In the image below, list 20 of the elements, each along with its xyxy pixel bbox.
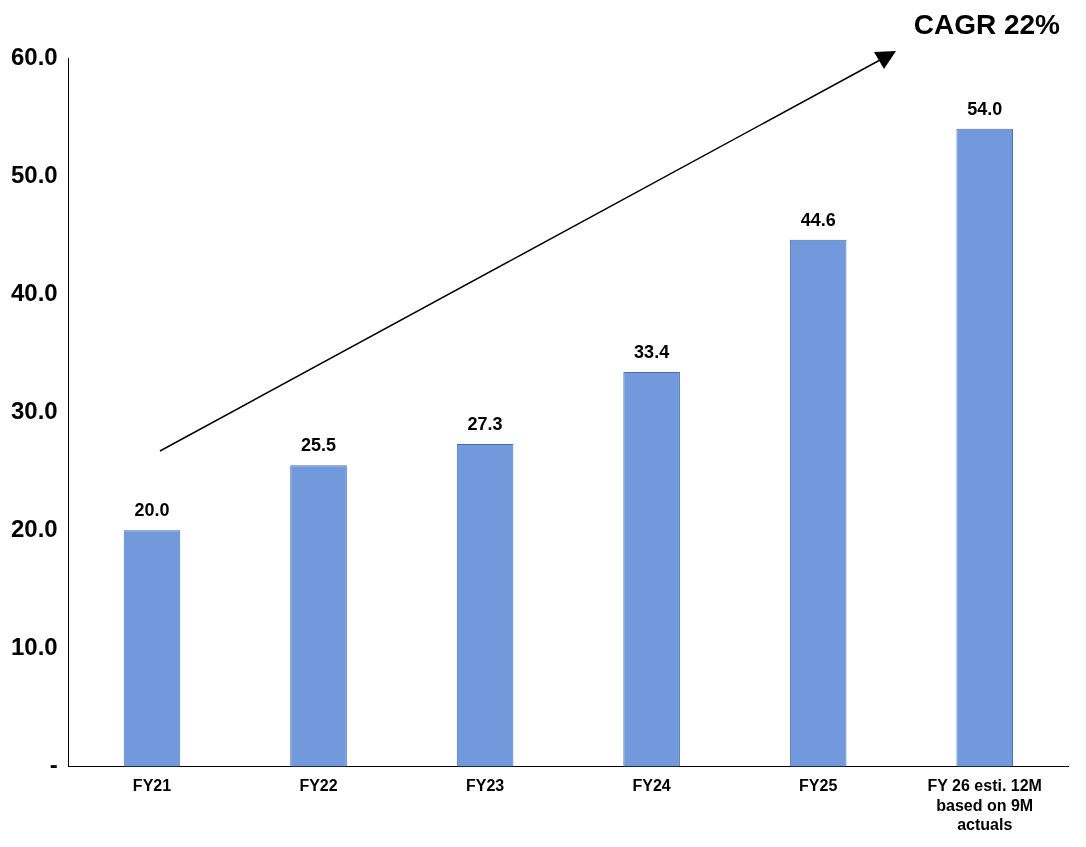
data-label: 33.4 bbox=[634, 342, 670, 363]
text: CAGR 22% bbox=[913, 8, 1061, 40]
x-tick-label: FY24 bbox=[632, 777, 671, 795]
data-label: 54.0 bbox=[967, 98, 1003, 119]
x-tick-label: FY23 bbox=[465, 777, 505, 795]
data-label: 25.5 bbox=[301, 435, 337, 456]
y-tick-label: 30.0 bbox=[10, 396, 58, 424]
data-label: 20.0 bbox=[134, 500, 170, 521]
y-tick-label: 10.0 bbox=[10, 632, 58, 660]
x-tick-label: FY22 bbox=[299, 777, 338, 795]
y-tick-label: 20.0 bbox=[10, 514, 58, 542]
data-label: 44.6 bbox=[800, 209, 836, 230]
x-tick-label: FY21 bbox=[132, 777, 172, 795]
y-tick-label: 40.0 bbox=[10, 278, 58, 306]
y-tick-label: - bbox=[49, 751, 58, 779]
x-tick-label: FY25 bbox=[799, 777, 838, 795]
y-tick-label: 60.0 bbox=[10, 42, 58, 70]
x-tick-label: FY 26 esti. 12M based on 9M actuals bbox=[927, 777, 1042, 833]
y-tick-label: 50.0 bbox=[10, 160, 58, 188]
data-label: 27.3 bbox=[467, 414, 503, 435]
